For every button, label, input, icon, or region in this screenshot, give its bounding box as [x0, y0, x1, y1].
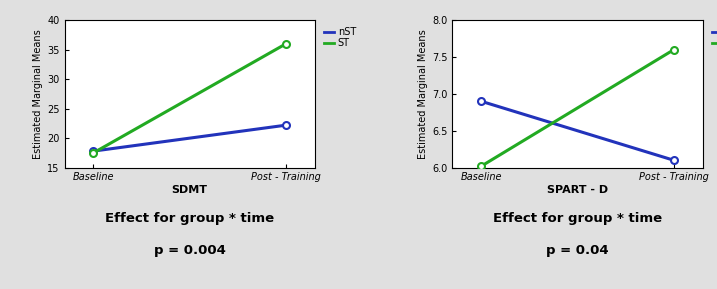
- X-axis label: SPART - D: SPART - D: [547, 185, 608, 195]
- Legend: nST, ST: nST, ST: [710, 25, 717, 51]
- Y-axis label: Estimated Marginal Means: Estimated Marginal Means: [33, 29, 43, 159]
- Legend: nST, ST: nST, ST: [322, 25, 358, 51]
- Text: p = 0.04: p = 0.04: [546, 244, 609, 257]
- Y-axis label: Estimated Marginal Means: Estimated Marginal Means: [418, 29, 428, 159]
- Text: p = 0.004: p = 0.004: [153, 244, 226, 257]
- X-axis label: SDMT: SDMT: [171, 185, 208, 195]
- Text: Effect for group * time: Effect for group * time: [105, 212, 274, 225]
- Text: Effect for group * time: Effect for group * time: [493, 212, 662, 225]
